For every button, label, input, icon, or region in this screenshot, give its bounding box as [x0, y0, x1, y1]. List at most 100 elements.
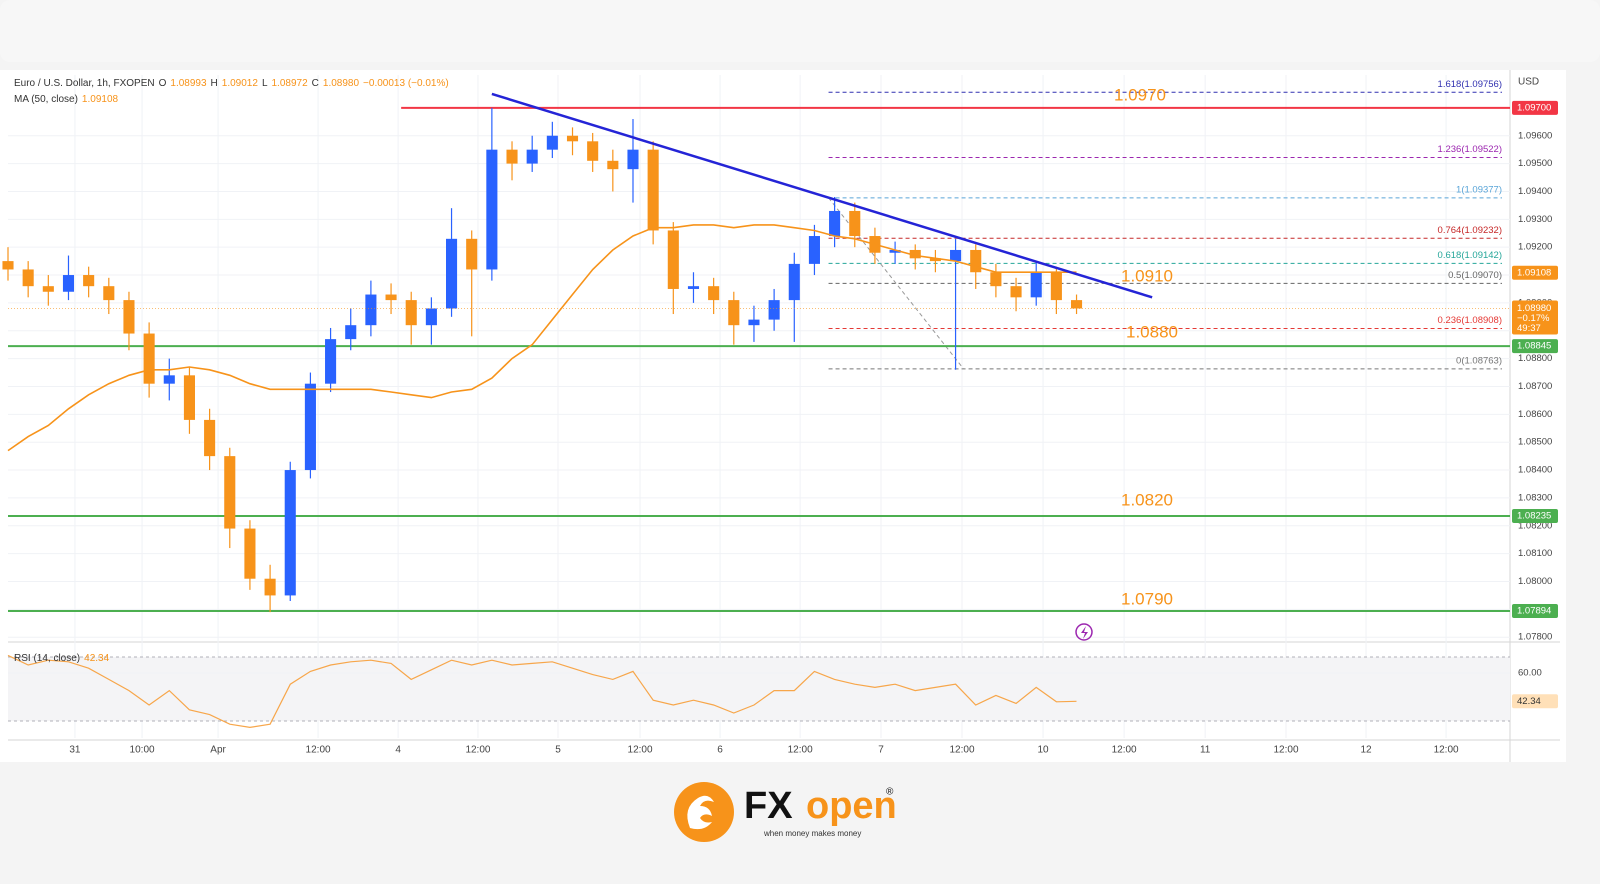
candle-body [889, 249, 901, 253]
price-tag [1512, 300, 1558, 335]
x-tick-label: Apr [210, 745, 226, 756]
x-tick-label: 10:00 [130, 745, 155, 756]
candle-body [365, 294, 377, 326]
level-tag-label: 1.08235 [1517, 511, 1551, 522]
candle-body [103, 286, 115, 301]
fib-label: 1(1.09377) [1456, 184, 1502, 195]
candle-body [486, 149, 498, 270]
fib-label: 0.236(1.08908) [1438, 315, 1502, 326]
y-tick-label: 1.09500 [1518, 158, 1552, 169]
candle-body [1070, 300, 1083, 309]
candle-body [950, 249, 962, 262]
rsi-tag [1512, 694, 1558, 709]
candle-body [667, 230, 679, 289]
rsi-tag-label: 42.34 [1517, 696, 1541, 707]
candle-body [405, 300, 417, 326]
fib-label: 0.764(1.09232) [1438, 225, 1502, 236]
candle-body [22, 269, 34, 287]
candle-body [83, 275, 95, 287]
candle-body [123, 300, 135, 334]
candle-body [244, 528, 256, 579]
candle-body [566, 135, 579, 142]
fib-label: 1.236(1.09522) [1438, 144, 1502, 155]
ma-tag [1512, 265, 1558, 280]
candle-body [748, 319, 760, 326]
y-tick-label: 1.08500 [1518, 437, 1552, 448]
ma-value: 1.09108 [81, 94, 119, 105]
x-tick-label: 31 [69, 745, 81, 756]
candle-body [1030, 272, 1042, 298]
fib-label: 0.618(1.09142) [1438, 250, 1502, 261]
level-tag [1512, 604, 1558, 619]
level-annotation: 1.0970 [1114, 85, 1166, 104]
candle-body [849, 210, 861, 237]
candle-body [728, 300, 740, 326]
candle-body [445, 238, 458, 309]
y-tick-label: 1.08400 [1518, 465, 1552, 476]
candle-body [1010, 286, 1022, 298]
trendline [491, 92, 1153, 299]
candle-body [42, 286, 54, 292]
candle-body [1050, 272, 1062, 301]
x-tick-label: 11 [1200, 745, 1211, 756]
level-tag-label: 1.08845 [1517, 341, 1551, 352]
candle-body [627, 149, 639, 170]
candle-body [224, 456, 236, 529]
y-tick-label: 1.08300 [1518, 492, 1552, 503]
candle-body [687, 286, 700, 289]
ma-name: MA (50, close) [14, 94, 78, 105]
y-tick-label: 1.09200 [1518, 242, 1552, 253]
rsi-name: RSI (14, close) [14, 653, 81, 664]
candle-body [264, 578, 276, 596]
candle-body [970, 249, 982, 273]
ohlc-change: −0.00013 (−0.01%) [363, 78, 449, 89]
candle-body [990, 272, 1002, 287]
fib-label: 0(1.08763) [1456, 355, 1502, 366]
logo-open: open [806, 785, 897, 827]
candle-body [587, 141, 599, 161]
rsi-line [7, 654, 1077, 729]
candle-body [808, 236, 820, 264]
chart-title: Euro / U.S. Dollar, 1h, FXOPEN [14, 78, 155, 89]
y-tick-label: 1.09300 [1518, 214, 1552, 225]
ohlc-letter: C [311, 78, 319, 89]
ohlc-letter: H [210, 78, 218, 89]
candle-body [768, 300, 780, 320]
alert-bolt [1081, 626, 1088, 639]
legend-row: Euro / U.S. Dollar, 1h, FXOPEN O 1.08993 … [14, 78, 449, 89]
ohlc-value: 1.09012 [221, 78, 258, 89]
x-tick-label: 4 [395, 745, 401, 756]
candle-body [607, 160, 619, 170]
logo-fx: FX [744, 785, 793, 827]
top-bar [0, 0, 1600, 62]
x-tick-label: 12:00 [306, 745, 331, 756]
candle-body [425, 308, 437, 326]
x-tick-label: 12:00 [788, 745, 813, 756]
candle-body [829, 210, 841, 237]
y-tick-label: 1.08200 [1518, 520, 1552, 531]
candle-body [909, 249, 921, 259]
candle-body [2, 261, 14, 270]
y-tick-label: 1.08600 [1518, 409, 1552, 420]
candle-body [708, 286, 720, 301]
y-tick-label: 1.08700 [1518, 381, 1552, 392]
x-tick-label: 12:00 [628, 745, 653, 756]
candle-body [325, 339, 337, 384]
ma-legend: MA (50, close) 1.09108 [14, 94, 118, 105]
y-tick-label: 1.07800 [1518, 632, 1552, 643]
x-tick-label: 12:00 [1434, 745, 1459, 756]
level-tag [1512, 339, 1558, 354]
x-tick-label: 7 [878, 745, 884, 756]
ma-tag-label: 1.09108 [1517, 267, 1551, 278]
level-tag-label: 1.07894 [1517, 606, 1551, 617]
alert-icon [1075, 623, 1093, 641]
rsi-legend: RSI (14, close) 42.34 [14, 653, 109, 664]
price-tag-countdown: 49:37 [1517, 323, 1541, 334]
candle-body [304, 383, 316, 471]
candle-body [284, 470, 296, 596]
candle-body [345, 325, 357, 340]
level-annotation: 1.0880 [1126, 322, 1178, 341]
x-tick-label: 10 [1038, 745, 1050, 756]
